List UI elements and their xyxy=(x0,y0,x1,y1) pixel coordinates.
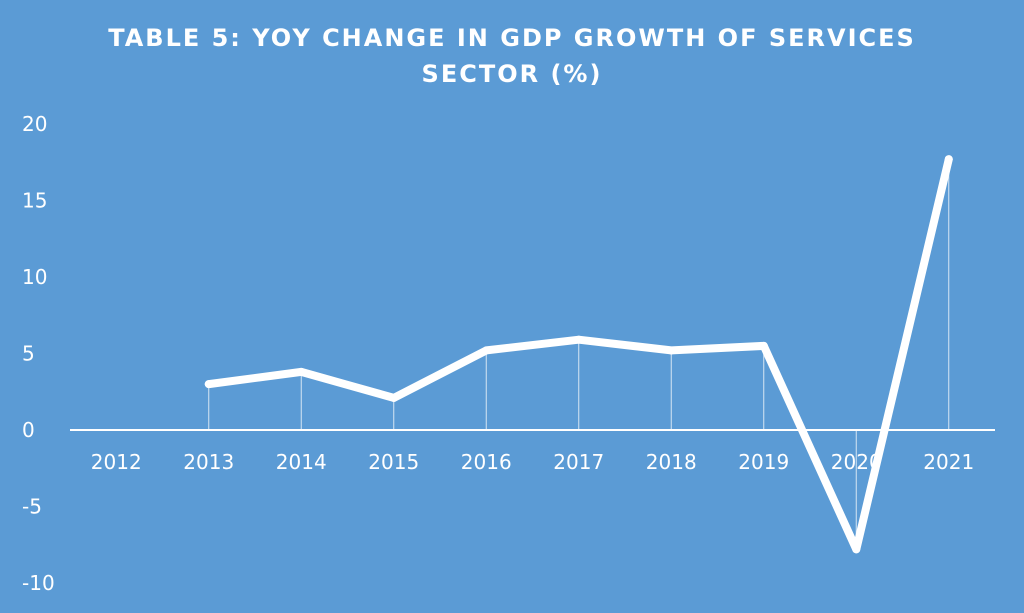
data-point xyxy=(389,393,398,402)
data-point xyxy=(482,346,491,355)
y-tick-label: 20 xyxy=(22,112,47,136)
data-point xyxy=(204,380,213,389)
y-tick-label: 0 xyxy=(22,418,35,442)
y-tick-label: -5 xyxy=(22,495,42,519)
data-point xyxy=(574,335,583,344)
x-tick-label: 2018 xyxy=(646,450,697,474)
data-point xyxy=(852,545,861,554)
data-point xyxy=(944,155,953,164)
y-tick-label: 10 xyxy=(22,265,47,289)
data-point xyxy=(759,341,768,350)
x-tick-label: 2015 xyxy=(368,450,419,474)
x-tick-label: 2012 xyxy=(91,450,142,474)
chart-title-line-1: TABLE 5: YOY CHANGE IN GDP GROWTH OF SER… xyxy=(108,24,916,52)
y-tick-label: -10 xyxy=(22,571,55,595)
x-tick-label: 2021 xyxy=(923,450,974,474)
y-tick-label: 15 xyxy=(22,189,47,213)
y-tick-label: 5 xyxy=(22,342,35,366)
x-tick-label: 2014 xyxy=(276,450,327,474)
chart-title-line-2: SECTOR (%) xyxy=(421,60,603,88)
x-tick-label: 2016 xyxy=(461,450,512,474)
x-tick-label: 2017 xyxy=(553,450,604,474)
x-tick-label: 2013 xyxy=(183,450,234,474)
data-point xyxy=(297,367,306,376)
data-point xyxy=(667,346,676,355)
x-tick-label: 2019 xyxy=(738,450,789,474)
